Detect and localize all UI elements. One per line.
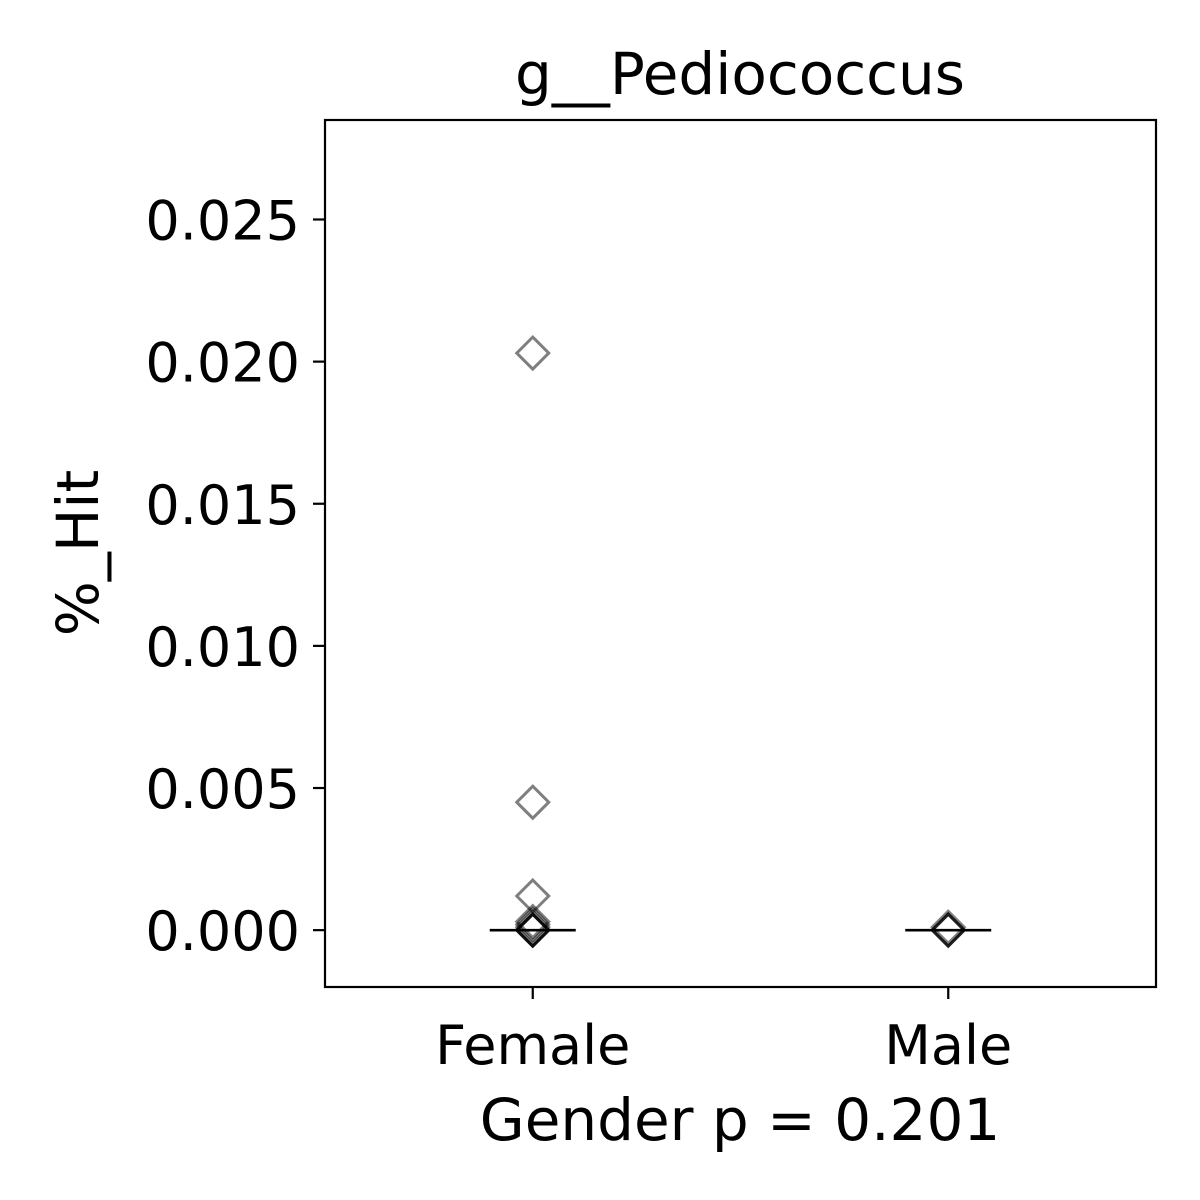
data-point (514, 906, 551, 943)
x-tick-label: Male (884, 1014, 1012, 1077)
y-tick-label: 0.020 (145, 332, 300, 395)
x-tick-label: Female (435, 1014, 630, 1077)
data-point (514, 784, 551, 821)
data-point (930, 912, 967, 949)
data-point (514, 903, 551, 940)
data-marks (489, 334, 992, 949)
y-tick-label: 0.010 (145, 616, 300, 679)
chart-title: g__Pediococcus (515, 40, 965, 108)
y-tick-label: 0.000 (145, 900, 300, 963)
data-point (514, 912, 551, 949)
y-axis-label: %_Hit (44, 470, 112, 637)
y-tick-label: 0.025 (145, 189, 300, 252)
plot-area (323, 118, 1158, 989)
data-point (930, 909, 967, 946)
x-axis-label: Gender p = 0.201 (480, 1086, 1001, 1154)
y-tick-label: 0.015 (145, 474, 300, 537)
x-axis: Female Male (435, 987, 1012, 1077)
y-tick-label: 0.005 (145, 758, 300, 821)
data-point (514, 909, 551, 946)
data-point (514, 334, 551, 372)
y-axis: 0.000 0.005 0.010 0.015 0.020 0.025 (145, 189, 325, 963)
